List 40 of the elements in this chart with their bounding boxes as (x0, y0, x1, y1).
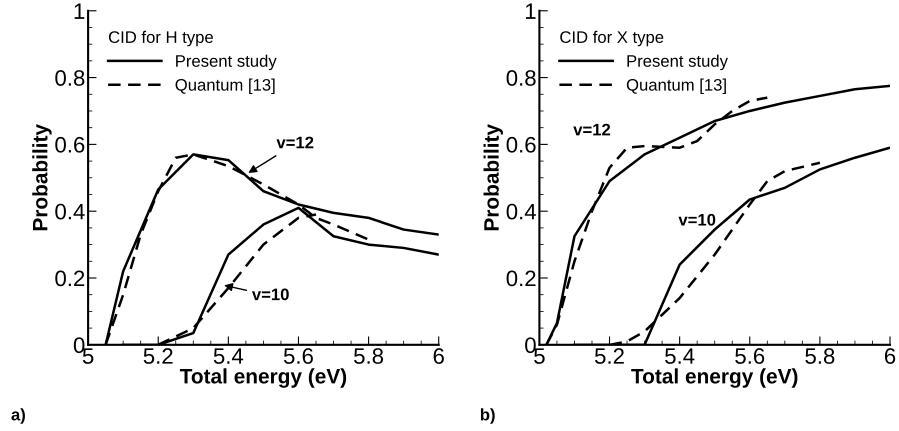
legend-title: CID for X type (560, 30, 664, 46)
legend-label: Present study (627, 54, 728, 70)
annotation: v=12 (276, 136, 314, 148)
y-tick-label: 1 (74, 4, 84, 19)
y-tick-label: 0 (74, 337, 84, 354)
y-tick-label: 0.2 (506, 270, 536, 286)
annotation: v=10 (678, 214, 716, 226)
y-tick-label: 0.4 (55, 204, 85, 220)
y-tick-label: 0.4 (506, 204, 536, 220)
y-tick-label: 0.6 (55, 136, 84, 153)
y-tick-label: 0.8 (55, 70, 84, 86)
y-tick-label: 1 (526, 4, 536, 19)
text: a) (11, 408, 25, 424)
y-axis-title: Probability (32, 124, 52, 230)
x-tick-label: 6 (434, 348, 444, 364)
x-tick-label: 5.8 (354, 348, 384, 364)
x-tick-label: 6 (884, 348, 896, 364)
y-axis-title: Probability (484, 124, 503, 230)
x-tick-label: 5 (82, 348, 94, 364)
annotation: v=12 (573, 124, 610, 136)
legend-label: Quantum [13] (626, 78, 726, 94)
y-tick-label: 0 (525, 337, 536, 354)
x-tick-label: 5.6 (735, 348, 764, 364)
x-tick-label: 5.8 (805, 348, 834, 364)
annotation: v=10 (252, 288, 289, 300)
x-tick-label: 5.4 (214, 348, 244, 364)
legend-label: Present study (176, 54, 277, 70)
y-tick-label: 0.6 (506, 136, 536, 153)
text: b) (480, 408, 495, 424)
legend-title: CID for H type (108, 30, 213, 46)
x-tick-label: 5.2 (594, 348, 624, 364)
y-tick-label: 0.8 (506, 70, 536, 86)
x-tick-label: 5.2 (144, 348, 173, 364)
x-tick-label: 5 (534, 348, 545, 364)
x-axis-title: Total energy (eV) (180, 368, 346, 388)
legend-label: Quantum [13] (176, 78, 275, 94)
x-tick-label: 5.4 (665, 348, 694, 364)
x-tick-label: 5.6 (284, 348, 313, 364)
x-axis-title: Total energy (eV) (631, 368, 798, 388)
y-tick-label: 0.2 (55, 270, 84, 286)
